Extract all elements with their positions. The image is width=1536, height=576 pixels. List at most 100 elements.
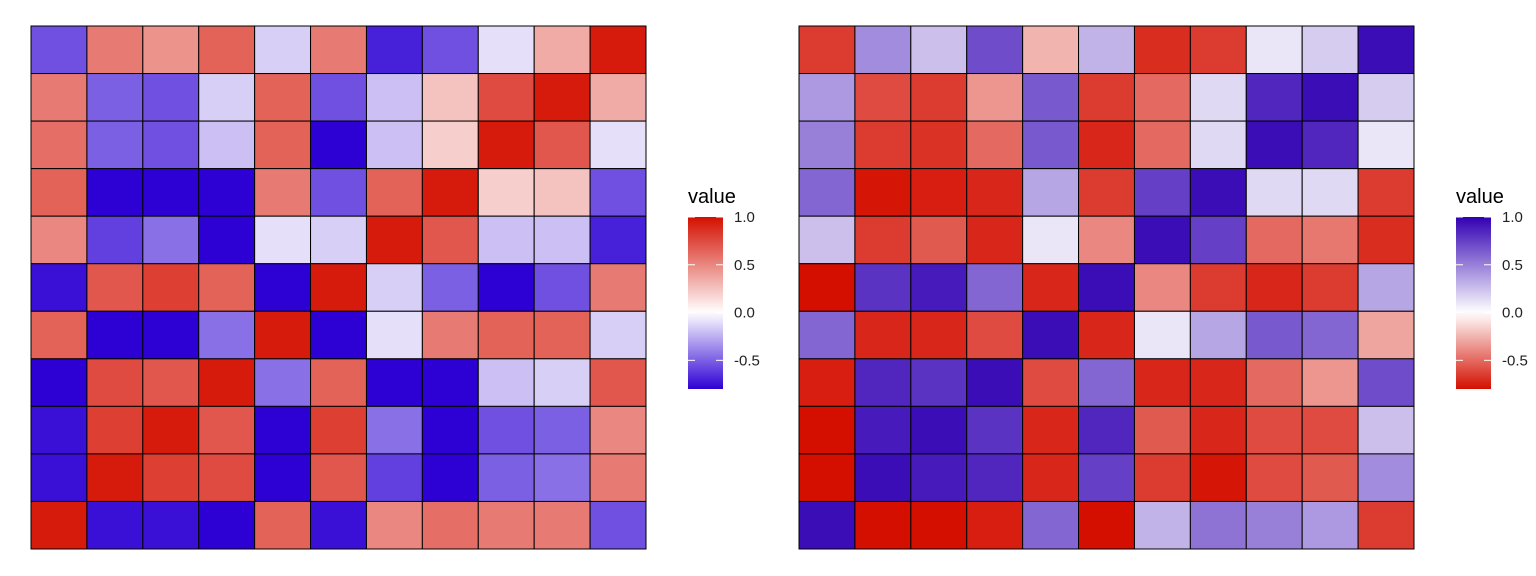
heatmap-cell: [30, 215, 88, 265]
heatmap-cell: [421, 263, 479, 312]
heatmap-cell: [1301, 168, 1359, 217]
heatmap-cell: [477, 405, 535, 455]
heatmap-cell: [1245, 73, 1303, 122]
heatmap-cell: [421, 168, 479, 217]
heatmap-cell: [1133, 120, 1191, 170]
heatmap-cell: [966, 358, 1024, 407]
heatmap-cell: [966, 215, 1024, 265]
heatmap-cell: [254, 358, 312, 407]
heatmap-cell: [1189, 215, 1247, 265]
heatmap-cell: [1022, 73, 1080, 122]
heatmap-cell: [421, 73, 479, 122]
heatmap-cell: [1133, 358, 1191, 407]
heatmap-cell: [1022, 358, 1080, 407]
heatmap-cell: [1357, 25, 1415, 75]
legend-tick-label: -0.5: [1502, 352, 1528, 369]
heatmap-cell: [1357, 358, 1415, 407]
heatmap-cell: [1133, 310, 1191, 360]
heatmap-cell: [310, 358, 367, 407]
heatmap-cell: [1245, 120, 1303, 170]
heatmap-cell: [910, 310, 968, 360]
heatmap-cell: [30, 453, 88, 502]
heatmap-cell: [30, 120, 88, 170]
heatmap-cell: [533, 500, 591, 550]
legend-colorbar: [688, 217, 723, 389]
heatmap-cell: [1357, 73, 1415, 122]
heatmap-cell: [1022, 500, 1080, 550]
heatmap-cell: [142, 358, 200, 407]
heatmap-cell: [142, 73, 200, 122]
heatmap-cell: [1078, 25, 1135, 75]
heatmap-cell: [1245, 215, 1303, 265]
heatmap-cell: [1189, 405, 1247, 455]
heatmap-cell: [854, 120, 912, 170]
legend-tick-label: 0.5: [734, 257, 755, 274]
heatmap-cell: [1357, 405, 1415, 455]
heatmap-cell: [365, 215, 423, 265]
heatmap-cell: [30, 263, 88, 312]
heatmap-cell: [1245, 500, 1303, 550]
heatmap-cell: [533, 310, 591, 360]
heatmap-cell: [365, 405, 423, 455]
legend-colorbar: [1456, 217, 1491, 389]
heatmap-cell: [477, 73, 535, 122]
heatmap-cell: [310, 215, 367, 265]
heatmap-cell: [477, 453, 535, 502]
legend-tick-label: 0.0: [1502, 305, 1523, 322]
heatmap-cell: [1078, 453, 1135, 502]
heatmap-cell: [966, 120, 1024, 170]
heatmap-cell: [966, 405, 1024, 455]
heatmap-cell: [1189, 500, 1247, 550]
heatmap-cell: [1357, 453, 1415, 502]
heatmap-cell: [910, 405, 968, 455]
heatmap-cell: [966, 168, 1024, 217]
heatmap-cell: [254, 453, 312, 502]
heatmap-cell: [30, 405, 88, 455]
heatmap-cell: [854, 358, 912, 407]
heatmap-cell: [477, 500, 535, 550]
heatmap-cell: [86, 263, 144, 312]
heatmap-cell: [910, 73, 968, 122]
heatmap-cell: [1133, 263, 1191, 312]
heatmap-cell: [421, 310, 479, 360]
heatmap-cell: [910, 120, 968, 170]
heatmap-cell: [1078, 263, 1135, 312]
heatmap-cell: [142, 215, 200, 265]
heatmap-cell: [86, 358, 144, 407]
heatmap-cell: [798, 405, 856, 455]
heatmap-cell: [254, 500, 312, 550]
heatmap-cell: [1357, 500, 1415, 550]
heatmap-cell: [1022, 263, 1080, 312]
heatmap-cell: [365, 120, 423, 170]
heatmap-cell: [589, 168, 647, 217]
heatmap-cell: [310, 73, 367, 122]
heatmap-cell: [798, 358, 856, 407]
heatmap-cell: [310, 500, 367, 550]
heatmap-cell: [798, 73, 856, 122]
heatmap-cell: [1245, 25, 1303, 75]
heatmap-panel-left: [30, 25, 647, 550]
heatmap-cell: [86, 405, 144, 455]
heatmap-cell: [1078, 310, 1135, 360]
heatmap-cell: [1022, 120, 1080, 170]
heatmap-cell: [1189, 120, 1247, 170]
heatmap-cell: [86, 310, 144, 360]
heatmap-cell: [1022, 453, 1080, 502]
heatmap-cell: [142, 120, 200, 170]
heatmap-cell: [589, 73, 647, 122]
heatmap-cell: [1022, 310, 1080, 360]
heatmap-cell: [589, 215, 647, 265]
heatmap-cell: [1133, 168, 1191, 217]
heatmap-cell: [142, 310, 200, 360]
heatmap-cell: [854, 405, 912, 455]
heatmap-cell: [1189, 168, 1247, 217]
legend-title: value: [688, 186, 736, 208]
heatmap-cell: [1133, 73, 1191, 122]
heatmap-cell: [966, 25, 1024, 75]
heatmap-cell: [854, 73, 912, 122]
heatmap-cell: [1133, 405, 1191, 455]
legend-tick-label: 1.0: [734, 209, 755, 226]
heatmap-cell: [198, 120, 256, 170]
heatmap-cell: [198, 500, 256, 550]
heatmap-cell: [1301, 453, 1359, 502]
